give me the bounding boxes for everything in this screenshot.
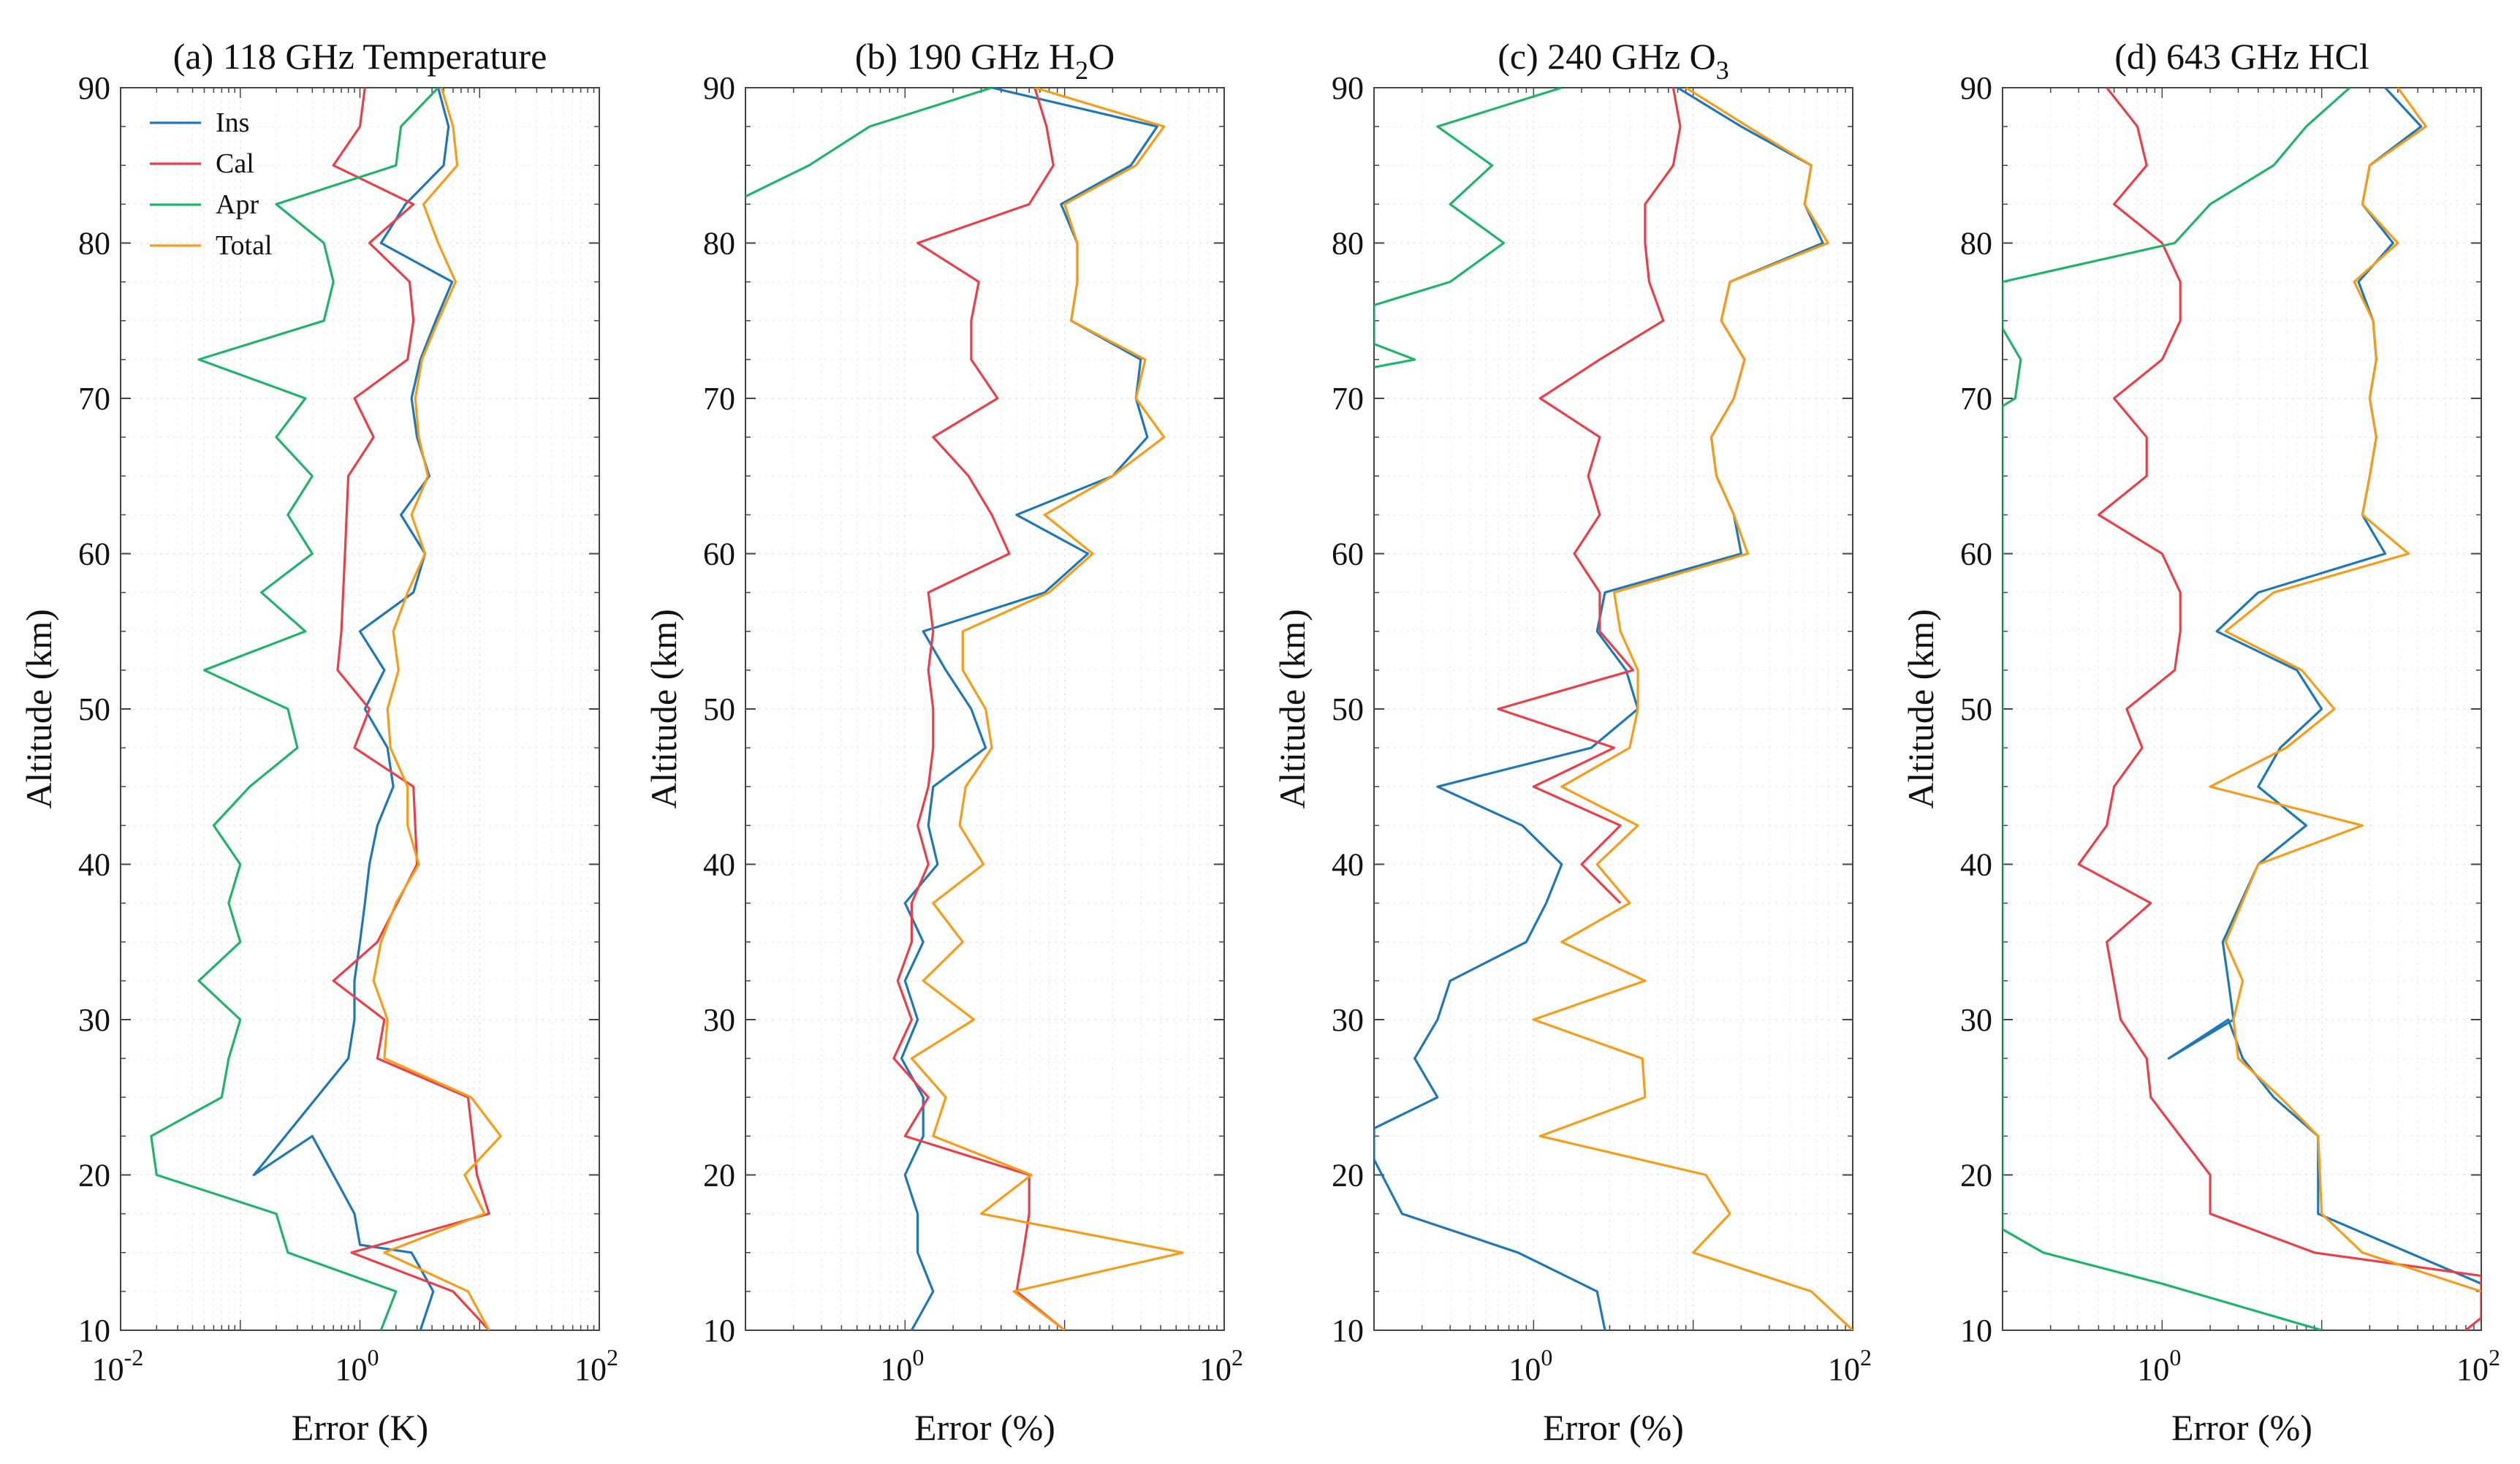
- series-line-cal: [892, 88, 1066, 1330]
- panel-2: 10 20 30 40 50 60 70 80 90 100 102 Error (%) Altitud…: [643, 36, 1243, 1448]
- y-tick-label: 70: [1332, 381, 1364, 417]
- y-tick-label: 30: [703, 1002, 735, 1038]
- grid-lines: [1373, 87, 1853, 1331]
- plot-frame: [1373, 87, 1853, 1331]
- y-tick-label: 80: [1332, 226, 1364, 262]
- grid-lines: [120, 87, 599, 1331]
- y-tick-label: 60: [1332, 536, 1364, 572]
- x-axis-label: Error (%): [2171, 1407, 2312, 1448]
- plot-frame: [2002, 87, 2482, 1331]
- y-tick-label: 30: [1960, 1002, 1992, 1038]
- y-tick-label: 60: [78, 536, 110, 572]
- series-line-ins: [252, 88, 454, 1330]
- grid-lines: [2002, 87, 2481, 1331]
- y-axis-label: Altitude (km): [1900, 609, 1941, 809]
- chart-title: (d) 643 GHz HCl: [2114, 36, 2369, 77]
- y-tick-label: 10: [78, 1313, 110, 1349]
- series-line-apr: [150, 88, 439, 1330]
- y-tick-label: 60: [703, 536, 735, 572]
- y-tick-label: 10: [1960, 1313, 1992, 1349]
- series-line-total: [1532, 88, 1853, 1330]
- y-tick-label: 10: [703, 1313, 735, 1349]
- legend-label-total: Total: [216, 230, 273, 261]
- y-tick-label: 70: [78, 381, 110, 417]
- x-tick-label: 100: [335, 1344, 379, 1387]
- series-group: [2003, 88, 2481, 1330]
- y-tick-label: 30: [1332, 1002, 1364, 1038]
- chart-title: (c) 240 GHz O3: [1498, 36, 1729, 85]
- y-tick-label: 40: [78, 847, 110, 883]
- x-tick-label: 102: [574, 1344, 618, 1387]
- x-tick-label: 102: [1199, 1344, 1243, 1387]
- y-axis-label: Altitude (km): [643, 609, 684, 809]
- x-tick-label: 10-2: [92, 1344, 144, 1387]
- series-line-total: [2209, 88, 2481, 1293]
- y-tick-label: 10: [1332, 1313, 1364, 1349]
- series-line-apr: [745, 88, 993, 198]
- legend-label-cal: Cal: [216, 148, 254, 179]
- y-tick-label: 80: [1960, 226, 1992, 262]
- series-line-apr: [1374, 88, 1563, 369]
- y-tick-label: 90: [1332, 70, 1364, 106]
- legend-label-apr: Apr: [216, 189, 259, 220]
- y-axis-label: Altitude (km): [18, 609, 59, 809]
- y-tick-label: 80: [703, 226, 735, 262]
- grid-lines: [745, 87, 1224, 1331]
- y-tick-label: 50: [78, 691, 110, 727]
- y-tick-label: 50: [1960, 691, 1992, 727]
- y-tick-label: 70: [703, 381, 735, 417]
- chart-title: (a) 118 GHz Temperature: [173, 36, 547, 77]
- y-tick-label: 20: [1332, 1158, 1364, 1194]
- y-tick-label: 80: [78, 226, 110, 262]
- series-line-total: [372, 88, 502, 1330]
- y-tick-label: 20: [703, 1158, 735, 1194]
- y-tick-label: 70: [1960, 381, 1992, 417]
- x-tick-label: 102: [2456, 1344, 2500, 1387]
- panel-4: 10 20 30 40 50 60 70 80 90 100 102 Error (%) Altitud…: [1900, 36, 2500, 1448]
- y-tick-label: 90: [703, 70, 735, 106]
- series-line-cal: [2077, 88, 2481, 1330]
- y-tick-label: 40: [1960, 847, 1992, 883]
- y-tick-label: 20: [1960, 1158, 1992, 1194]
- chart-title: (b) 190 GHz H2O: [855, 36, 1115, 85]
- series-line-ins: [2167, 88, 2481, 1323]
- x-axis-label: Error (K): [292, 1407, 428, 1448]
- series-line-total: [910, 88, 1184, 1330]
- panel-1: 10 20 30 40 50 60 70 80 90 10-2 100 102 Error (K) Alt…: [18, 36, 618, 1448]
- y-tick-label: 90: [1960, 70, 1992, 106]
- x-axis-label: Error (%): [914, 1407, 1055, 1448]
- y-axis-label: Altitude (km): [1272, 609, 1313, 809]
- y-tick-label: 30: [78, 1002, 110, 1038]
- legend-label-ins: Ins: [216, 107, 249, 138]
- x-tick-label: 102: [1828, 1344, 1872, 1387]
- x-tick-label: 100: [880, 1344, 924, 1387]
- series-line-cal: [1497, 88, 1682, 904]
- y-tick-label: 50: [703, 691, 735, 727]
- x-tick-label: 100: [2137, 1344, 2181, 1387]
- series-group: [1374, 88, 1853, 1330]
- y-tick-label: 20: [78, 1158, 110, 1194]
- legend: Ins Cal Apr Total: [150, 107, 273, 261]
- y-tick-label: 40: [1332, 847, 1364, 883]
- panel-3: 10 20 30 40 50 60 70 80 90 100 102 Error (%) Altitud…: [1272, 36, 1872, 1448]
- series-line-cal: [332, 88, 490, 1330]
- x-tick-label: 100: [1508, 1344, 1552, 1387]
- series-line-apr: [2003, 88, 2351, 1330]
- y-tick-label: 40: [703, 847, 735, 883]
- x-axis-label: Error (%): [1543, 1407, 1684, 1448]
- y-tick-label: 90: [78, 70, 110, 106]
- series-group: [150, 88, 502, 1330]
- series-group: [745, 88, 1184, 1330]
- y-tick-label: 50: [1332, 691, 1364, 727]
- y-tick-label: 60: [1960, 536, 1992, 572]
